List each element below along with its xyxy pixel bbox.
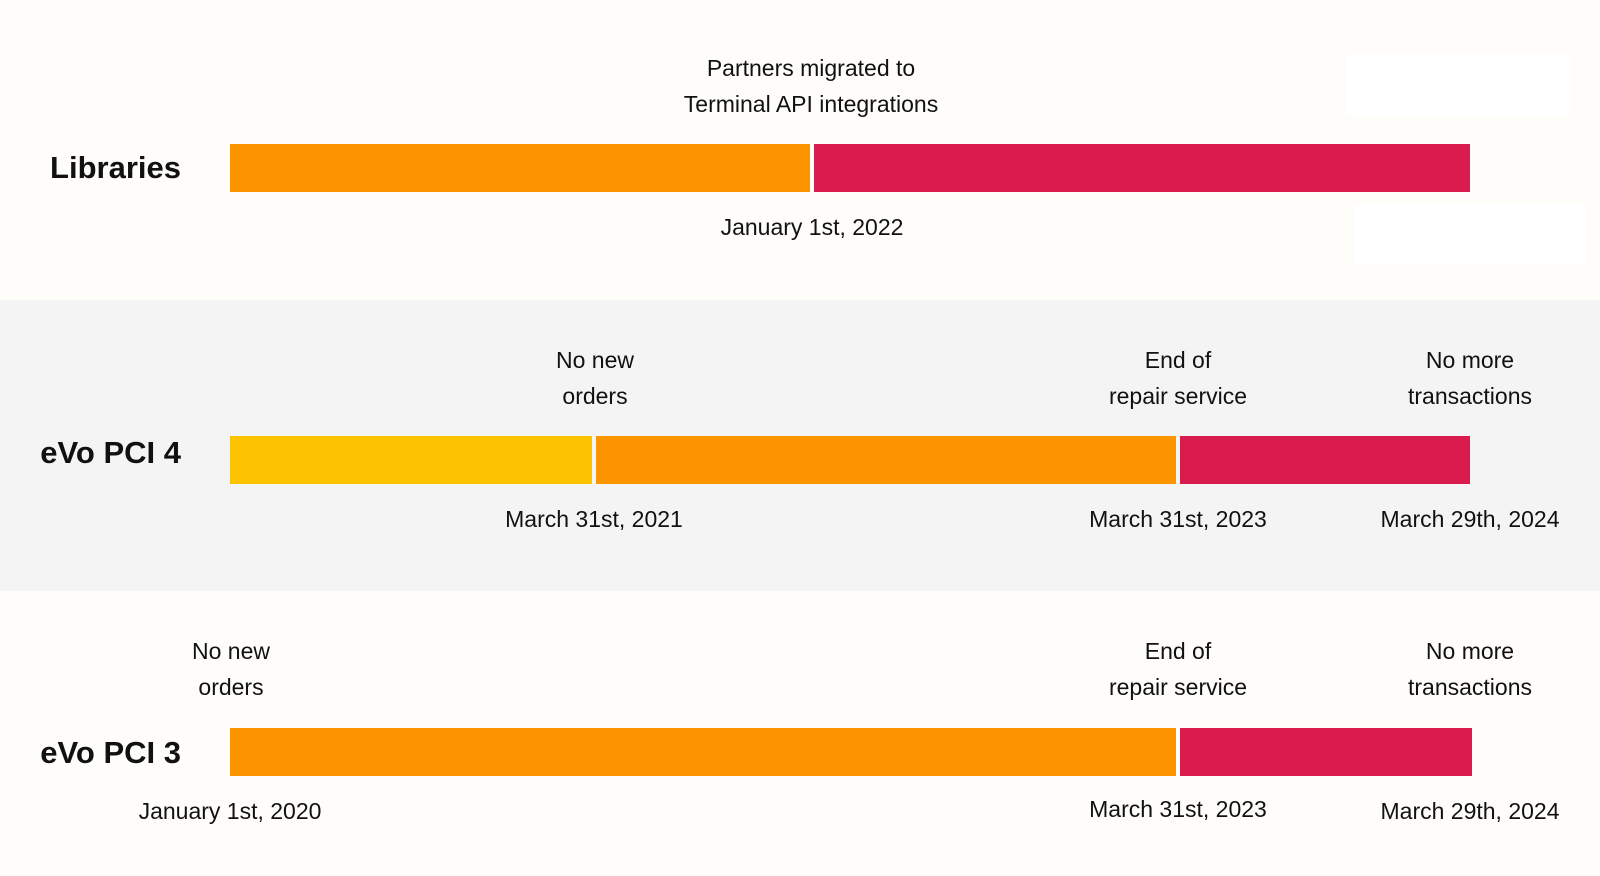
note-line: No more [1425,347,1515,373]
bar-segment-orange [230,144,810,192]
milestone-note-libraries: Partners migrated to Terminal API integr… [684,50,938,122]
milestone-date: March 31st, 2023 [1089,796,1267,822]
note-line: No new [556,347,634,373]
bar-segment-red [814,144,1470,192]
row-label-libraries: Libraries [50,150,181,185]
note-line: transactions [1407,383,1533,409]
milestone-note-no-more-transactions: No more transactions [1408,342,1532,414]
milestone-note-no-new-orders: No new orders [556,342,634,414]
background-patch [1346,54,1571,116]
milestone-date: January 1st, 2020 [138,798,322,824]
bar-segment-red [1180,436,1470,484]
bar-segment-yellow [230,436,592,484]
bar-segment-orange [596,436,1176,484]
note-line: Terminal API integrations [683,91,939,117]
note-line: repair service [1108,383,1248,409]
milestone-note-end-of-repair: End of repair service [1109,633,1247,705]
milestone-note-end-of-repair: End of repair service [1109,342,1247,414]
milestone-date: March 31st, 2021 [505,506,683,532]
note-line: End of [1144,347,1212,373]
note-line: Partners migrated to [706,55,916,81]
milestone-note-no-new-orders: No new orders [192,633,270,705]
milestone-date-libraries: January 1st, 2022 [720,214,904,240]
note-line: No more [1425,638,1515,664]
milestone-date: March 31st, 2023 [1089,506,1267,532]
milestone-note-no-more-transactions: No more transactions [1408,633,1532,705]
note-line: orders [198,674,264,700]
note-line: End of [1144,638,1212,664]
row-label-evo-pci4: eVo PCI 4 [40,435,181,470]
note-line: No new [192,638,270,664]
bar-segment-red [1180,728,1472,776]
note-line: orders [562,383,628,409]
background-patch [1354,204,1586,264]
milestone-date: March 29th, 2024 [1380,798,1560,824]
note-line: repair service [1108,674,1248,700]
bar-segment-orange [230,728,1176,776]
milestone-date: March 29th, 2024 [1380,506,1560,532]
row-label-evo-pci3: eVo PCI 3 [40,735,181,770]
note-line: transactions [1407,674,1533,700]
